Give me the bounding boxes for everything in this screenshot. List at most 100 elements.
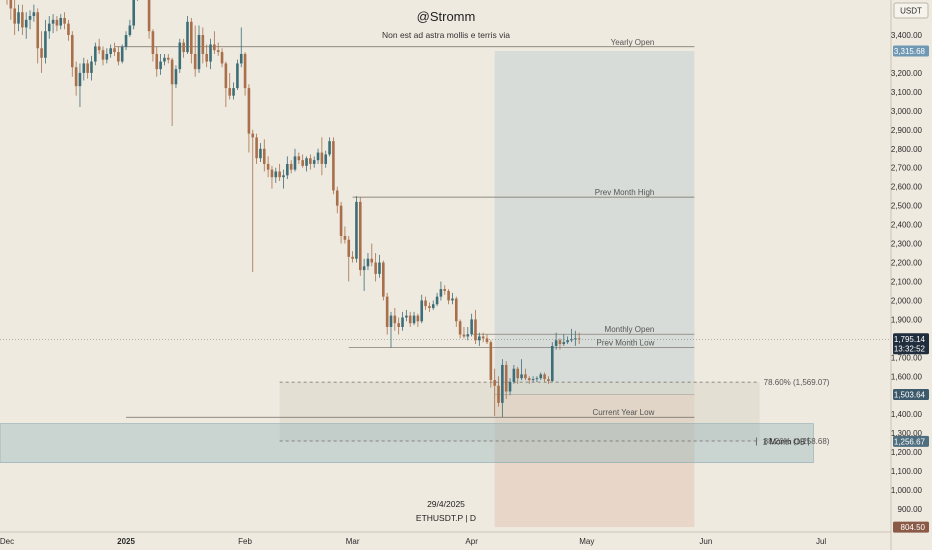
y-tick-label[interactable]: 1,100.00 [891,467,923,476]
y-tick-label[interactable]: 2,400.00 [891,221,923,230]
y-tick-label[interactable]: 2,800.00 [891,145,923,154]
candle-body [40,48,43,58]
candle-2025-01-27 [224,61,228,108]
candle-body [512,368,516,382]
y-tick-label[interactable]: 900.00 [898,505,923,514]
candle-body [270,169,274,178]
position-target-zone[interactable] [494,50,695,395]
candle-2024-12-28 [109,44,112,58]
y-tick-label[interactable]: 1,200.00 [891,448,923,457]
candle-2025-04-21 [547,376,550,384]
y-tick-label[interactable]: 2,200.00 [891,259,923,268]
candle-body [201,35,205,54]
y-tick-label[interactable]: 1,400.00 [891,410,923,419]
candle-2025-04-17 [531,376,535,382]
candle-body [347,239,351,257]
y-tick-label[interactable]: 2,100.00 [891,277,923,286]
candle-2025-02-26 [339,201,343,244]
x-tick-label[interactable]: Feb [238,537,252,546]
candle-2025-02-03 [251,129,255,272]
time-axis[interactable]: Dec 2025 Feb Mar Apr May Jun Jul [0,531,891,546]
candle-2025-04-19 [539,372,543,381]
y-tick-label[interactable]: 1,900.00 [891,315,923,324]
y-tick-label[interactable]: 2,700.00 [891,164,923,173]
fib-786-label: 78.60% (1,569.07) [764,378,830,387]
x-tick-label[interactable]: Jun [699,537,712,546]
price-badge-label: 1,256.67 [894,437,926,446]
x-tick-label[interactable]: 2025 [117,537,135,546]
y-tick-label[interactable]: 3,200.00 [891,69,923,78]
x-tick-label[interactable]: May [579,537,594,546]
candle-body [543,374,546,380]
candle-2025-02-24 [332,137,335,195]
candle-2025-02-12 [286,156,289,180]
candle-2024-12-25 [97,38,101,54]
price-badge [893,333,929,355]
candle-2025-02-19 [312,156,316,168]
candle-2025-01-20 [197,25,201,73]
candle-body [193,53,197,70]
candle-2025-01-16 [182,38,185,58]
candle-2025-03-01 [351,251,354,263]
candle-2025-02-18 [309,154,312,170]
candle-2025-01-15 [178,38,182,73]
y-tick-label[interactable]: 2,000.00 [891,296,923,305]
candle-body [316,152,320,161]
y-tick-label[interactable]: 1,000.00 [891,486,923,495]
candle-2025-01-14 [174,65,178,89]
candle-2025-01-03 [132,0,136,30]
x-tick-label[interactable]: Jul [816,537,826,546]
x-tick-label[interactable]: Apr [465,537,478,546]
candle-2025-01-28 [228,72,232,100]
price-axis[interactable]: USDT 3,400.00 3,200.00 3,100.00 3,000.00 2,9… [890,0,929,550]
candle-2025-04-09 [501,359,504,418]
y-tick-label[interactable]: 2,600.00 [891,183,923,192]
y-tick-label[interactable]: 1,700.00 [891,353,923,362]
y-tick-label[interactable]: 2,300.00 [891,240,923,249]
y-tick-label[interactable]: 1,300.00 [891,429,923,438]
candle-body [82,63,86,73]
y-tick-label[interactable]: 3,100.00 [891,88,923,97]
candle-2025-01-25 [216,42,220,56]
candle-2025-02-08 [270,165,274,189]
candle-2025-02-02 [247,84,251,153]
x-tick-label[interactable]: Dec [0,537,14,546]
candle-2024-12-13 [51,14,55,34]
candle-2024-12-06 [24,12,28,39]
candle-body [101,50,105,60]
position-stop-zone[interactable] [494,394,695,528]
y-tick-label[interactable]: 3,400.00 [891,31,923,40]
chart-symbol-label: ETHUSDT.P | D [416,513,476,523]
candle-body [86,63,89,73]
y-tick-label[interactable]: 2,500.00 [891,202,923,211]
candle-2025-03-30 [462,326,466,339]
candle-2025-01-18 [190,17,193,64]
y-tick-label[interactable]: 3,000.00 [891,107,923,116]
candle-body [278,171,281,178]
candle-2025-04-10 [504,361,508,400]
candle-2025-01-22 [205,44,208,68]
price-badge-label: 804.50 [901,523,926,532]
y-tick-label[interactable]: 1,600.00 [891,372,923,381]
candle-body [420,300,424,322]
candle-body [147,0,151,32]
candle-body [577,338,581,340]
currency-label[interactable]: USDT [900,7,922,16]
y-tick-label[interactable]: 2,900.00 [891,126,923,135]
prev-month-low-label: Prev Month Low [597,338,655,347]
candle-body [32,12,36,17]
candle-body [527,378,531,381]
candle-body [309,158,312,164]
candle-body [335,190,339,206]
candle-body [389,315,393,327]
order-block-zone[interactable] [0,423,814,463]
candle-body [17,12,20,24]
x-tick-label[interactable]: Mar [346,537,360,546]
candle-body [439,289,443,297]
candle-2025-01-07 [147,0,151,39]
candle-2025-03-11 [389,311,393,348]
candle-2025-01-10 [159,53,162,75]
